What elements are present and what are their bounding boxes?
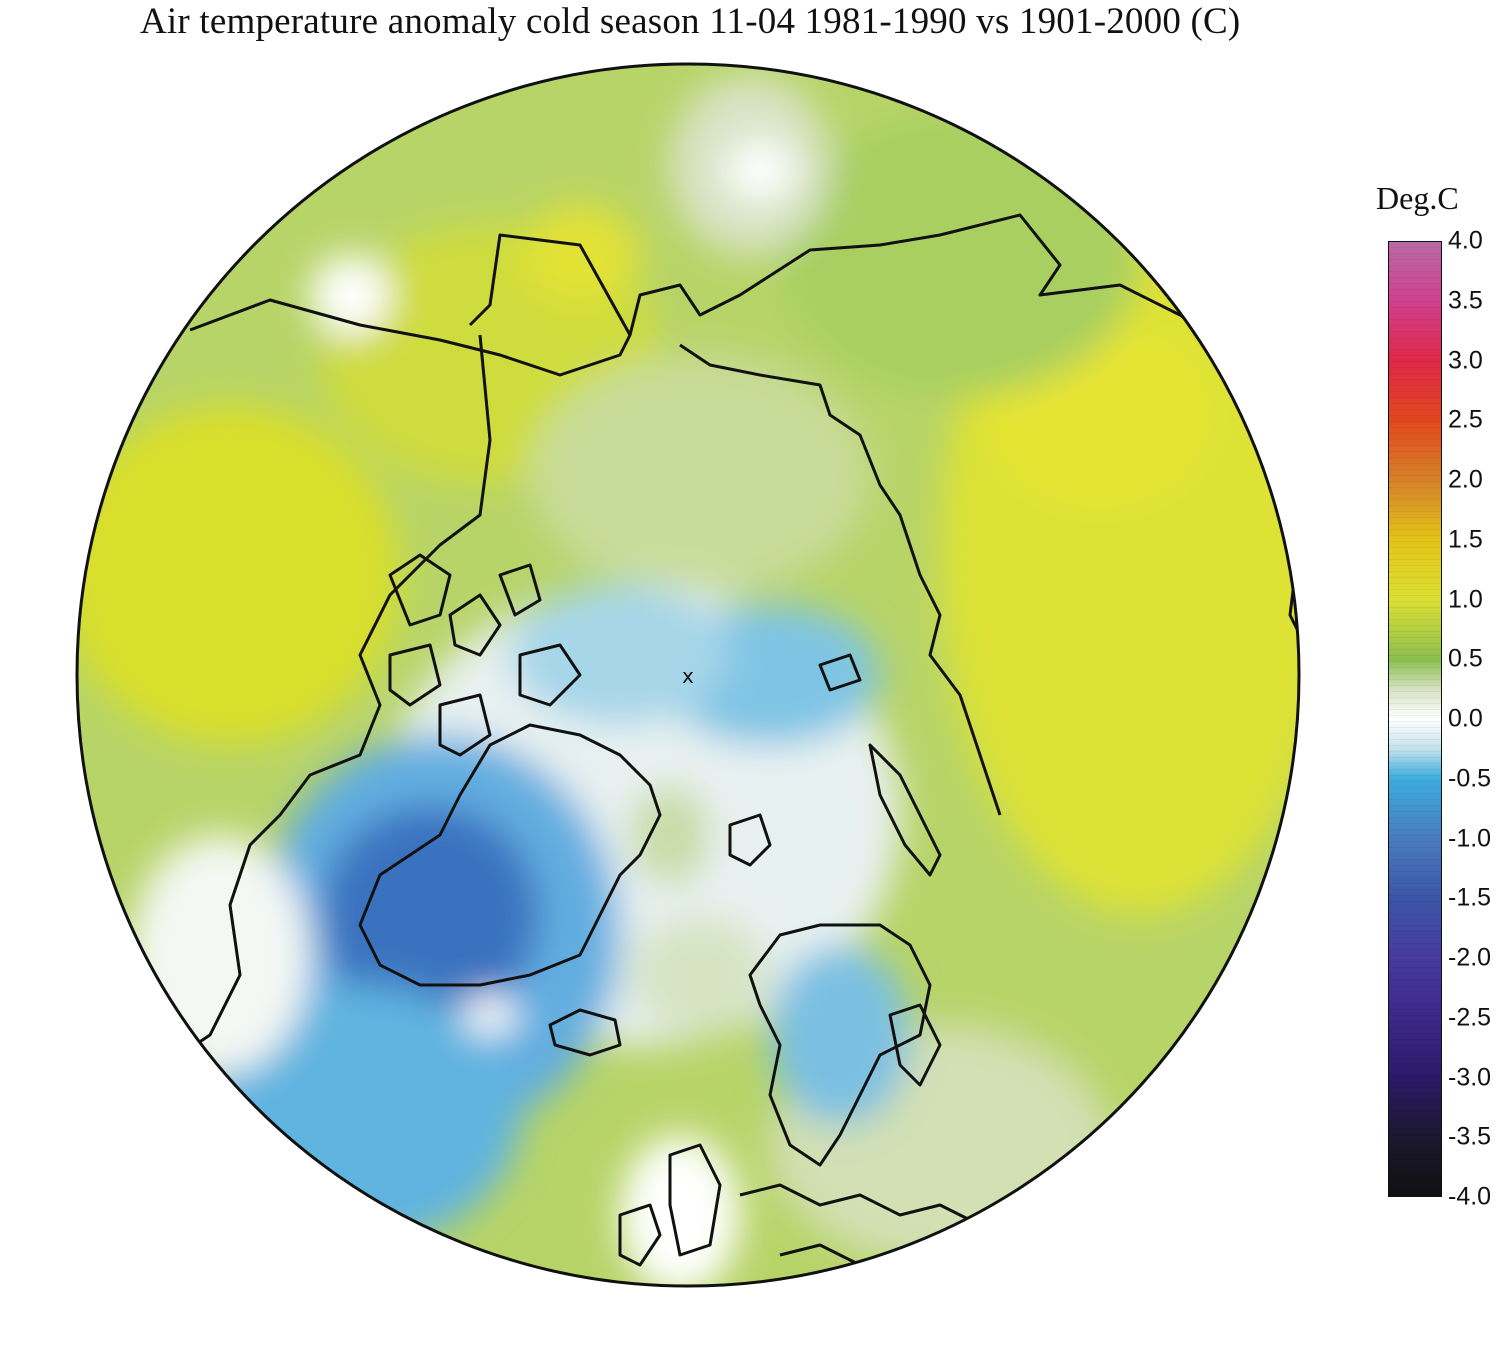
- colorbar-tick-label: 2.0: [1448, 465, 1483, 494]
- colorbar-tick-label: 1.5: [1448, 525, 1483, 554]
- colorbar-tick-label: 0.0: [1448, 704, 1483, 733]
- polar-map: x: [60, 55, 1320, 1315]
- colorbar-tick-label: 4.0: [1448, 226, 1483, 255]
- map-boundary: [75, 62, 1301, 1288]
- colorbar-tick-label: -3.0: [1448, 1063, 1492, 1091]
- colorbar-tick-label: 2.5: [1448, 405, 1483, 434]
- map-title: Air temperature anomaly cold season 11-0…: [140, 1, 1241, 42]
- colorbar-tick-label: -2.0: [1448, 943, 1492, 972]
- anomaly-map-svg: x: [75, 62, 1301, 1288]
- colorbar-tick-label: -0.5: [1448, 764, 1492, 793]
- colorbar-tick-label: 1.0: [1448, 585, 1483, 613]
- colorbar-tick-label: 3.5: [1448, 286, 1483, 315]
- anomaly-field: [77, 64, 1299, 1286]
- colorbar-tick-label: -3.5: [1448, 1122, 1492, 1151]
- colorbar: [1388, 241, 1442, 1197]
- colorbar-tick-label: 3.0: [1448, 346, 1483, 374]
- colorbar-gradient: [1389, 242, 1441, 1196]
- colorbar-tick-label: -2.5: [1448, 1003, 1492, 1032]
- colorbar-tick-label: -1.5: [1448, 883, 1492, 912]
- colorbar-tick-label: -1.0: [1448, 824, 1492, 852]
- colorbar-tick-label: -4.0: [1448, 1182, 1492, 1211]
- colorbar-unit-label: Deg.C: [1376, 180, 1459, 216]
- north-pole-marker: x: [682, 664, 694, 688]
- colorbar-ticks: 4.0 3.5 3.0 2.5 2.0 1.5 1.0 0.5 0.0 -0.5 -1.0 -1.5 -…: [1448, 227, 1500, 1211]
- colorbar-tick-label: 0.5: [1448, 644, 1483, 673]
- colorbar-bands: [1389, 242, 1441, 1196]
